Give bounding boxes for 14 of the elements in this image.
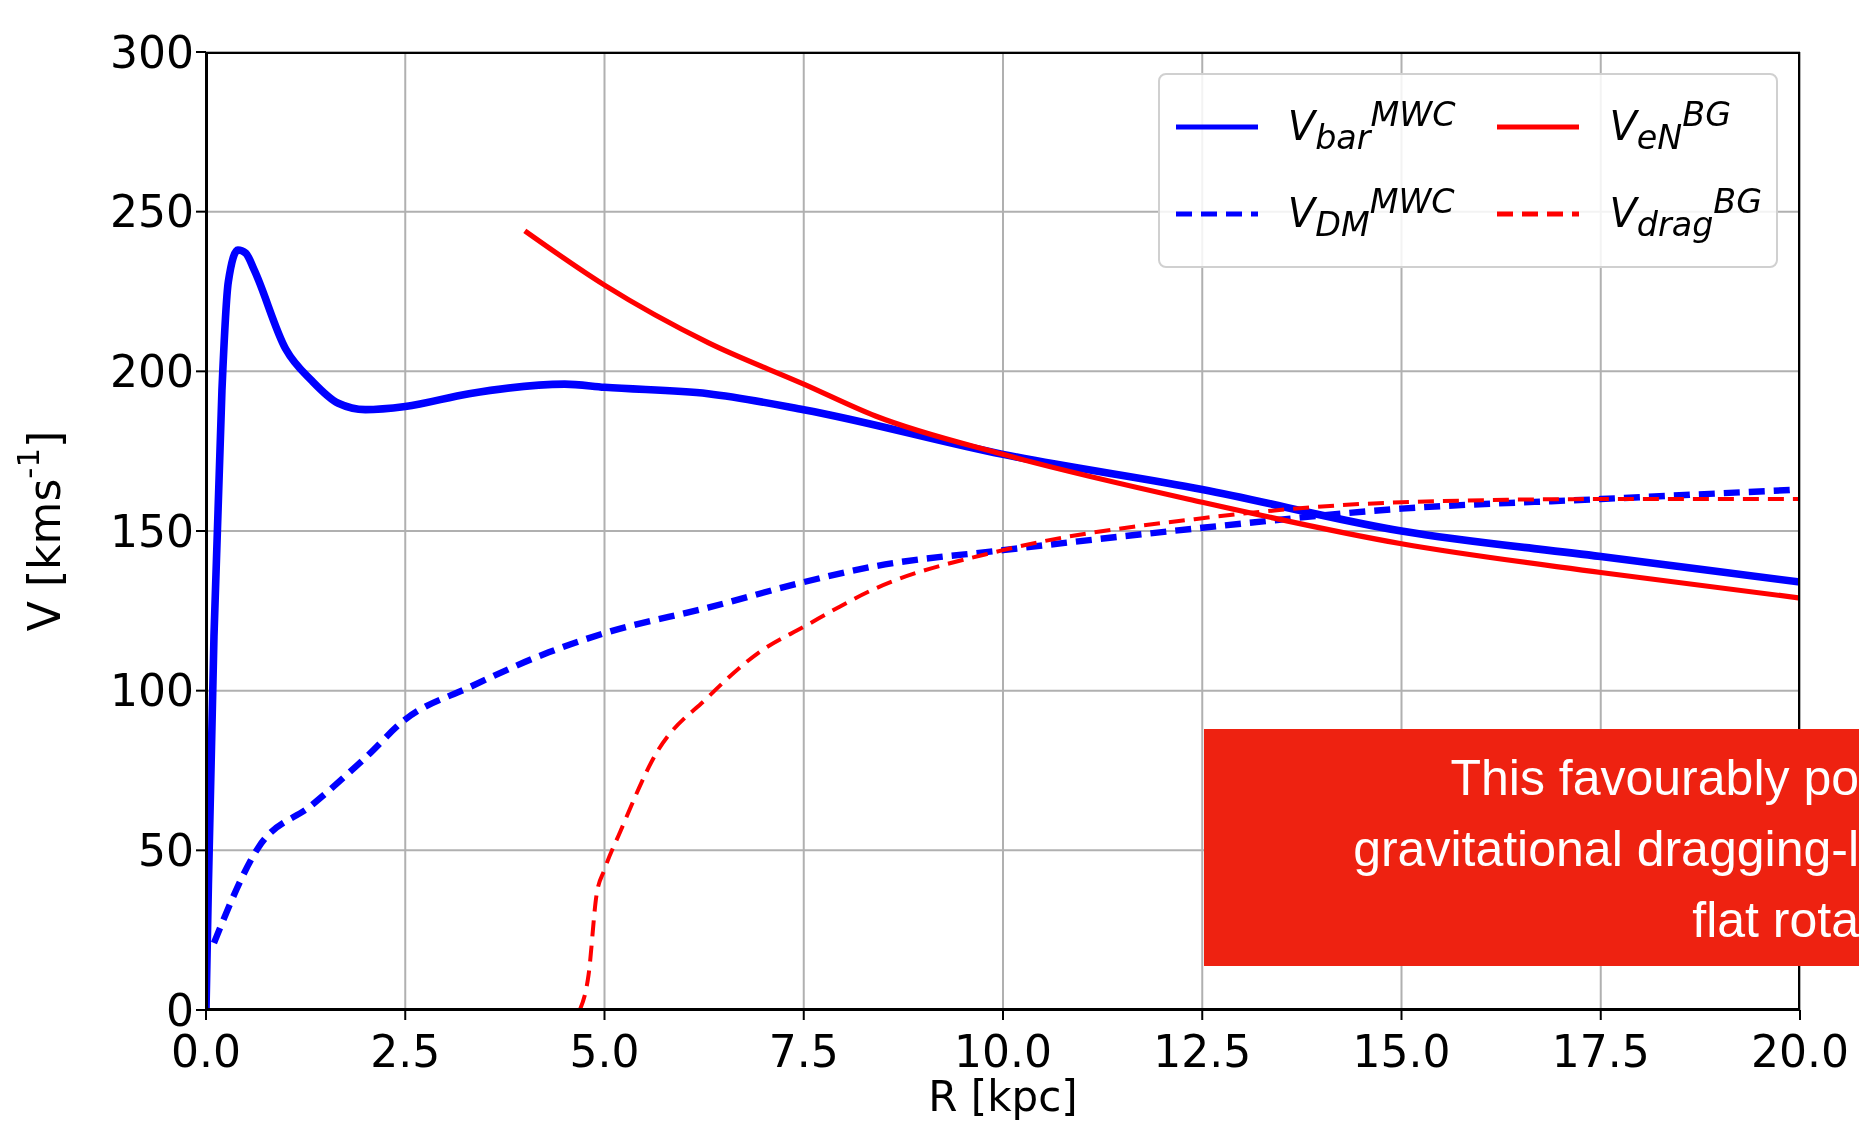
x-tick-label: 12.5 — [1153, 1026, 1252, 1078]
x-tick-label: 17.5 — [1551, 1026, 1650, 1078]
y-tick-label: 250 — [110, 186, 194, 238]
annotation: This favourably po gravitational dragging-l flat rota — [1204, 729, 1859, 966]
x-tick-label: 20.0 — [1751, 1026, 1849, 1078]
y-tick-label: 100 — [110, 665, 194, 717]
y-tick-label: 200 — [110, 345, 194, 397]
y-tick-label: 50 — [138, 824, 194, 876]
x-tick-label: 5.0 — [569, 1026, 640, 1078]
x-tick-label: 15.0 — [1352, 1026, 1451, 1078]
x-tick-label: 2.5 — [370, 1026, 441, 1078]
x-tick-label: 7.5 — [768, 1026, 839, 1078]
y-tick-label: 150 — [110, 505, 194, 557]
y-tick-label: 300 — [110, 26, 194, 78]
